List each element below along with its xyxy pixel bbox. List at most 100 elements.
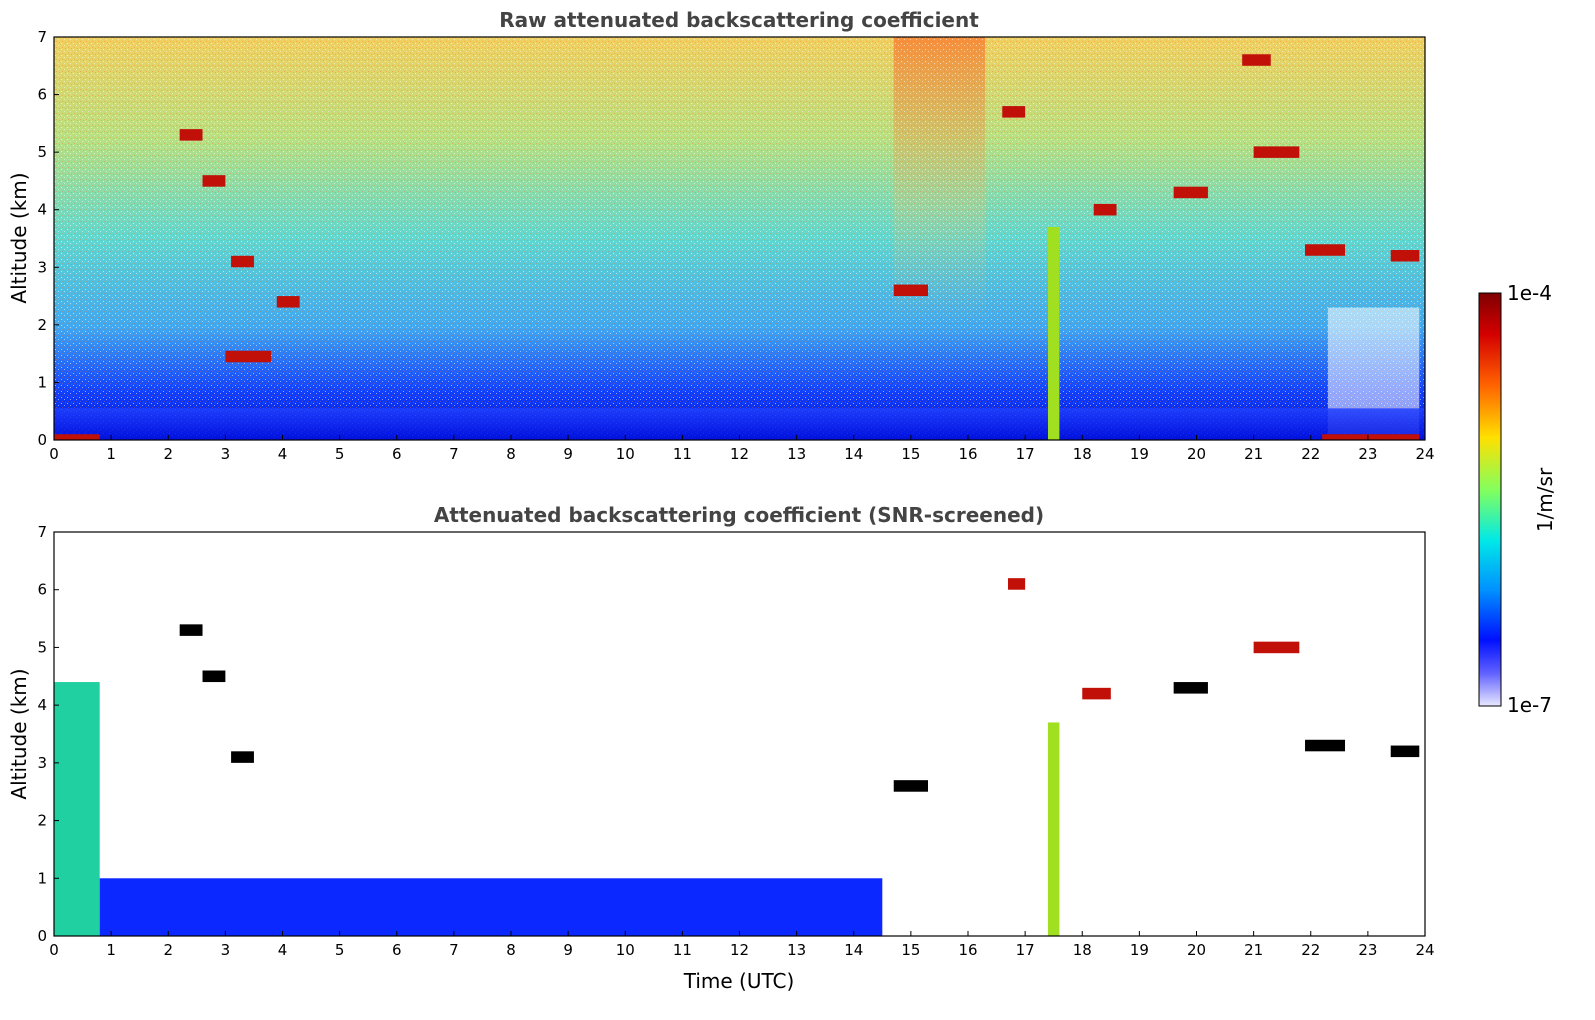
data-cell [1242, 54, 1271, 66]
x-tick-label: 0 [49, 941, 59, 959]
x-tick-label: 4 [278, 445, 288, 463]
x-tick-label: 9 [563, 941, 573, 959]
data-cell [1305, 244, 1346, 256]
data-cell [54, 682, 100, 936]
noise-speckle [54, 37, 1425, 440]
x-tick-label: 19 [1130, 941, 1149, 959]
plot-frame-screened [53, 531, 1426, 937]
panel-screened: Attenuated backscattering coefficient (S… [7, 503, 1435, 993]
x-tick-label: 21 [1244, 941, 1263, 959]
y-tick-label: 4 [37, 696, 47, 714]
y-tick-label: 0 [37, 927, 47, 945]
data-cell [1047, 722, 1060, 936]
x-tick-label: 16 [958, 941, 977, 959]
x-tick-label: 24 [1415, 941, 1434, 959]
plot-area-raw [54, 37, 1425, 440]
data-cell [276, 296, 300, 308]
y-tick-label: 7 [37, 523, 47, 541]
x-tick-label: 17 [1016, 941, 1035, 959]
x-axis-screened: 0 1 2 3 4 5 6 7 8 9 10 11 12 13 14 15 16 17 18 19 20 21 22 23 24 [49, 931, 1435, 959]
data-cell [1322, 434, 1420, 440]
x-tick-label: 11 [673, 445, 692, 463]
x-tick-label: 24 [1415, 445, 1434, 463]
y-tick-label: 6 [37, 86, 47, 104]
y-tick-label: 1 [37, 373, 47, 391]
y-tick-label: 3 [37, 258, 47, 276]
x-axis-label: Time (UTC) [683, 969, 795, 993]
x-tick-label: 8 [506, 941, 516, 959]
x-tick-label: 12 [730, 445, 749, 463]
x-tick-label: 4 [278, 941, 288, 959]
x-tick-label: 14 [844, 445, 863, 463]
x-tick-label: 12 [730, 941, 749, 959]
x-tick-label: 3 [221, 445, 231, 463]
y-tick-label: 3 [37, 754, 47, 772]
data-cell [231, 751, 254, 763]
data-cell [1305, 739, 1346, 752]
y-tick-label: 4 [37, 201, 47, 219]
y-axis-raw: 0 1 2 3 4 5 6 7 [37, 28, 59, 449]
data-cell [225, 350, 272, 363]
x-tick-label: 9 [563, 445, 573, 463]
data-cell [99, 878, 883, 936]
x-tick-label: 3 [221, 941, 231, 959]
data-cell [1253, 146, 1300, 158]
colorbar-min-label: 1e-7 [1507, 693, 1552, 717]
data-cell [1173, 682, 1208, 694]
x-tick-label: 18 [1073, 445, 1092, 463]
y-axis-label-screened: Altitude (km) [7, 668, 31, 799]
colorbar-unit-label: 1/m/sr [1533, 467, 1557, 532]
x-tick-label: 2 [163, 941, 173, 959]
x-tick-label: 15 [901, 941, 920, 959]
data-cell [202, 175, 226, 187]
data-cell [1002, 106, 1026, 118]
data-cell [231, 255, 254, 268]
x-tick-label: 1 [106, 941, 116, 959]
data-cell [1047, 226, 1060, 440]
y-tick-label: 6 [37, 581, 47, 599]
y-axis-screened: 0 1 2 3 4 5 6 7 [37, 523, 59, 945]
x-tick-label: 23 [1358, 941, 1377, 959]
data-cell [1253, 641, 1300, 654]
panel-raw: Raw attenuated backscattering coefficien… [7, 8, 1435, 463]
y-tick-label: 5 [37, 638, 47, 656]
x-tick-label: 6 [392, 445, 402, 463]
y-tick-label: 2 [37, 316, 47, 334]
data-cell [179, 624, 203, 636]
colorbar: 1e-4 1e-7 1/m/sr [1478, 281, 1557, 717]
data-cell [1082, 687, 1111, 700]
x-tick-label: 10 [616, 941, 635, 959]
data-cell [54, 434, 100, 440]
x-tick-label: 20 [1187, 445, 1206, 463]
x-axis-raw: 0 1 2 3 4 5 6 7 8 9 10 11 12 13 14 15 16 17 18 19 20 21 22 23 24 [49, 435, 1435, 463]
panel-raw-title: Raw attenuated backscattering coefficien… [499, 8, 979, 32]
x-tick-label: 13 [787, 445, 806, 463]
x-tick-label: 6 [392, 941, 402, 959]
x-tick-label: 14 [844, 941, 863, 959]
data-cell [1390, 745, 1420, 758]
y-tick-label: 1 [37, 869, 47, 887]
x-tick-label: 20 [1187, 941, 1206, 959]
x-tick-label: 7 [449, 445, 459, 463]
x-tick-label: 0 [49, 445, 59, 463]
data-cell [1173, 186, 1208, 199]
x-tick-label: 11 [673, 941, 692, 959]
x-tick-label: 2 [163, 445, 173, 463]
y-tick-label: 2 [37, 812, 47, 830]
data-cell [1390, 250, 1420, 262]
x-tick-label: 22 [1301, 445, 1320, 463]
data-cell [179, 129, 203, 141]
x-tick-label: 5 [335, 445, 345, 463]
x-tick-label: 22 [1301, 941, 1320, 959]
x-tick-label: 5 [335, 941, 345, 959]
data-cell [893, 780, 929, 792]
colorbar-max-label: 1e-4 [1507, 281, 1552, 305]
x-tick-label: 15 [901, 445, 920, 463]
x-tick-label: 17 [1016, 445, 1035, 463]
data-cell [1093, 203, 1117, 216]
x-tick-label: 23 [1358, 445, 1377, 463]
x-tick-label: 1 [106, 445, 116, 463]
colorbar-gradient [1478, 292, 1502, 707]
x-tick-label: 21 [1244, 445, 1263, 463]
